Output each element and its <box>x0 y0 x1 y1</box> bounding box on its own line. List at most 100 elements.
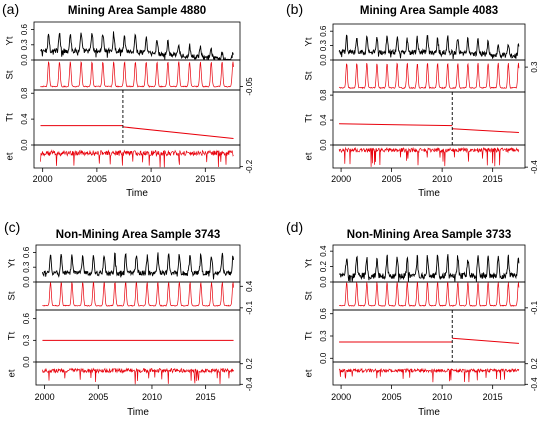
component-frame-et <box>33 144 241 169</box>
x-tick-label: 2015 <box>196 392 216 402</box>
y-tick-label: 0.3 <box>530 61 539 73</box>
y-tick-label: 0.0 <box>319 139 328 151</box>
x-tick-label: 2015 <box>195 174 215 184</box>
series-line-et <box>338 367 520 383</box>
x-axis-label: Time <box>418 188 440 199</box>
series-line-Yt <box>40 31 234 61</box>
y-tick-label: 0.4 <box>319 114 328 126</box>
y-tick-label: 0.3 <box>319 39 328 51</box>
component-frame-et <box>332 144 526 169</box>
chart-panel-1: (a) Mining Area Sample 4880 Yt 0.0 0.3 0.6 St -… <box>2 1 254 199</box>
x-tick-label: 2015 <box>483 174 503 184</box>
x-tick-label: 2010 <box>432 392 452 402</box>
trend-segment <box>339 123 453 127</box>
panel-letter: (d) <box>286 219 303 235</box>
chart-panel-4: (d) Non-Mining Area Sample 3733 Yt 0.0 0.2 0.… <box>286 219 539 418</box>
component-frame-Tt <box>332 309 526 363</box>
panel-letter: (b) <box>286 1 303 17</box>
component-label-St: St <box>5 70 16 79</box>
y-tick-label: 0.3 <box>20 39 29 51</box>
x-tick-label: 2005 <box>382 392 402 402</box>
y-tick-label: 0.0 <box>319 276 328 288</box>
panel-letter: (c) <box>4 219 20 235</box>
y-tick-label: 0.3 <box>319 330 328 342</box>
x-tick-label: 2010 <box>141 174 161 184</box>
y-tick-label: -0.1 <box>530 300 539 314</box>
y-tick-label: 0.4 <box>245 280 254 292</box>
component-label-St: St <box>7 291 18 300</box>
y-tick-label: -0.1 <box>245 300 254 314</box>
trend-segment <box>452 337 519 344</box>
component-label-et: et <box>7 369 18 377</box>
x-tick-label: 2005 <box>87 174 107 184</box>
series-line-Yt <box>338 34 520 60</box>
y-tick-label: 0.2 <box>530 358 539 370</box>
panel-title: Non-Mining Area Sample 3733 <box>347 229 511 241</box>
y-tick-label: 0.3 <box>22 334 31 346</box>
x-tick-label: 2005 <box>382 174 402 184</box>
y-tick-label: 0.0 <box>20 54 29 66</box>
series-line-St <box>338 62 520 90</box>
component-frame-Tt <box>33 89 241 146</box>
y-tick-label: 0.0 <box>22 356 31 368</box>
series-line-Yt <box>41 252 235 280</box>
panel-title: Mining Area Sample 4880 <box>68 5 206 17</box>
series-line-Yt <box>338 254 520 282</box>
y-tick-label: -0.4 <box>530 160 539 174</box>
panel-letter: (a) <box>2 1 19 17</box>
series-line-St <box>338 281 520 307</box>
panel-title: Non-Mining Area Sample 3743 <box>56 229 220 241</box>
component-frame-Yt <box>35 244 241 283</box>
x-tick-label: 2005 <box>88 392 108 402</box>
component-label-Yt: Yt <box>7 259 18 268</box>
component-frame-Tt <box>35 309 241 363</box>
component-label-Tt: Tt <box>7 331 18 340</box>
y-tick-label: 0.4 <box>20 113 29 125</box>
x-tick-label: 2000 <box>331 174 351 184</box>
series-line-St <box>40 60 234 88</box>
x-tick-label: 2000 <box>33 174 53 184</box>
y-tick-label: 0.4 <box>319 245 328 257</box>
y-tick-label: 0.0 <box>20 139 29 151</box>
y-tick-label: 0.6 <box>22 313 31 325</box>
y-tick-label: 0.0 <box>319 54 328 66</box>
x-axis-label: Time <box>126 188 148 199</box>
component-label-Yt: Yt <box>304 37 315 46</box>
component-frame-et <box>35 361 241 386</box>
series-line-et <box>338 146 520 167</box>
component-label-et: et <box>304 369 315 377</box>
y-tick-label: 0.8 <box>319 89 328 101</box>
chart-panel-2: (b) Mining Area Sample 4083 Yt 0.0 0.3 0.6 St 0… <box>286 1 539 199</box>
y-tick-label: -0.05 <box>245 77 254 96</box>
x-tick-label: 2000 <box>331 392 351 402</box>
component-frame-Yt <box>33 21 241 61</box>
chart-panel-3: (c) Non-Mining Area Sample 3743 Yt 0.0 0.3 0.… <box>4 219 254 418</box>
x-tick-label: 2010 <box>432 174 452 184</box>
component-label-Yt: Yt <box>304 259 315 268</box>
trend-segment <box>452 128 519 134</box>
component-label-Yt: Yt <box>5 36 16 45</box>
series-line-et <box>42 367 234 385</box>
component-frame-et <box>332 361 526 386</box>
y-tick-label: -0.4 <box>530 377 539 391</box>
y-tick-label: 0.6 <box>20 23 29 35</box>
x-axis-label: Time <box>127 407 149 418</box>
trend-segment <box>122 126 234 140</box>
component-label-et: et <box>5 152 16 160</box>
y-tick-label: 0.6 <box>22 246 31 258</box>
y-tick-label: -0.4 <box>245 377 254 391</box>
y-tick-label: -0.2 <box>245 159 254 173</box>
y-tick-label: 0.0 <box>319 352 328 364</box>
component-label-St: St <box>304 71 315 80</box>
y-tick-label: 0.6 <box>319 25 328 37</box>
series-line-et <box>40 149 234 168</box>
panel-title: Mining Area Sample 4083 <box>360 5 498 17</box>
component-label-Tt: Tt <box>304 114 315 123</box>
y-tick-label: 0.8 <box>20 87 29 99</box>
x-axis-label: Time <box>418 407 440 418</box>
component-label-et: et <box>304 152 315 160</box>
component-label-Tt: Tt <box>304 331 315 340</box>
series-line-St <box>42 281 234 307</box>
y-tick-label: 0.3 <box>22 261 31 273</box>
